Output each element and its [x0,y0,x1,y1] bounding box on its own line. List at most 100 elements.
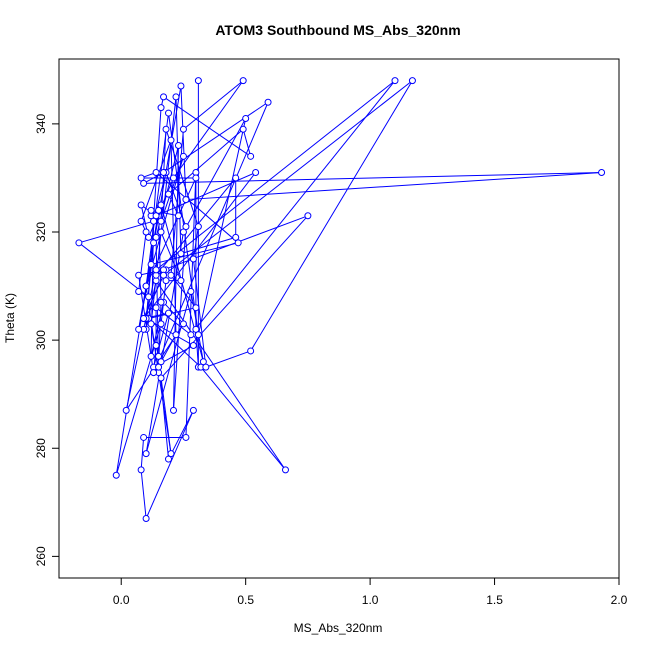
series-segment [180,86,187,200]
series-segment [197,118,247,335]
data-point [391,77,399,85]
data-point [142,515,150,523]
series-segment [183,80,244,130]
data-point [167,450,175,458]
data-point [152,342,160,350]
data-point [75,239,83,247]
data-point [179,320,187,328]
data-point [177,82,185,90]
data-point [202,363,210,371]
data-point [177,250,185,258]
series-segment [160,215,309,379]
data-point [252,169,260,177]
data-point [174,142,182,149]
data-point [182,196,190,204]
x-tick-label: 1.0 [362,593,379,607]
data-point [147,320,155,328]
data-point [140,315,148,322]
series-segment [155,80,396,271]
data-point [189,255,197,263]
data-point [152,304,160,312]
series-segment [160,156,184,222]
series-segment [115,323,162,476]
data-point [264,98,272,106]
series-segment [145,112,170,287]
data-point [147,260,155,268]
data-point [304,212,312,220]
series-segment [180,236,236,255]
x-tick-label: 0.0 [113,593,130,607]
y-axis-label: Theta (K) [3,293,17,343]
data-point [169,406,177,414]
series-segment [242,129,252,157]
data-point [189,406,197,414]
data-point [157,217,165,225]
series-segment [155,172,239,244]
series-segment [173,80,244,179]
data-point [160,169,168,177]
data-point [150,369,158,377]
x-axis-label: MS_Abs_320nm [294,621,383,635]
data-point [247,152,255,160]
y-tick-label: 260 [34,546,48,566]
data-point [137,466,145,474]
data-point [179,228,187,236]
data-point [239,125,247,133]
data-point [232,174,240,182]
data-point [145,233,153,241]
data-point [155,206,163,214]
series-segment [205,350,251,368]
series-segment [145,410,194,519]
chart-title: ATOM3 Southbound MS_Abs_320nm [215,22,460,38]
data-point [194,223,202,231]
data-point [187,287,195,295]
data-point [162,277,170,285]
data-point [152,169,160,177]
series-segment [168,128,244,195]
data-point [169,174,177,182]
series-segment [250,80,413,352]
y-tick-label: 320 [34,222,48,242]
y-tick-label: 340 [34,114,48,134]
data-point [142,282,150,290]
series-segment [168,112,199,335]
x-tick-label: 2.0 [611,593,628,607]
series-segment [172,226,187,411]
series-segment [143,172,257,319]
data-point [194,331,202,339]
data-point [167,271,175,279]
series-segment [185,172,197,438]
data-point [174,212,182,220]
data-point [140,433,148,441]
data-point [172,331,180,339]
data-point [179,125,187,133]
series-segment [163,96,251,157]
series-segment [150,242,239,265]
data-point [157,320,165,328]
series-segment [78,220,154,244]
series-segment [145,231,184,454]
data-point [140,179,148,187]
data-point [242,114,250,122]
data-point [135,325,143,333]
data-point [145,293,153,301]
data-point [194,77,202,85]
data-point [157,298,165,306]
y-tick-label: 300 [34,330,48,350]
series-segment [155,172,256,217]
data-point [187,331,195,339]
x-tick-label: 1.5 [486,593,503,607]
series-segment [160,377,172,454]
series-segment [163,301,184,325]
series-segment [140,469,147,519]
data-point [147,206,155,214]
data-point [135,271,143,279]
data-point [598,169,606,177]
series-segment [155,307,192,336]
data-point [137,217,145,225]
data-point [162,125,170,133]
series-points [75,77,606,523]
data-point [247,347,255,355]
